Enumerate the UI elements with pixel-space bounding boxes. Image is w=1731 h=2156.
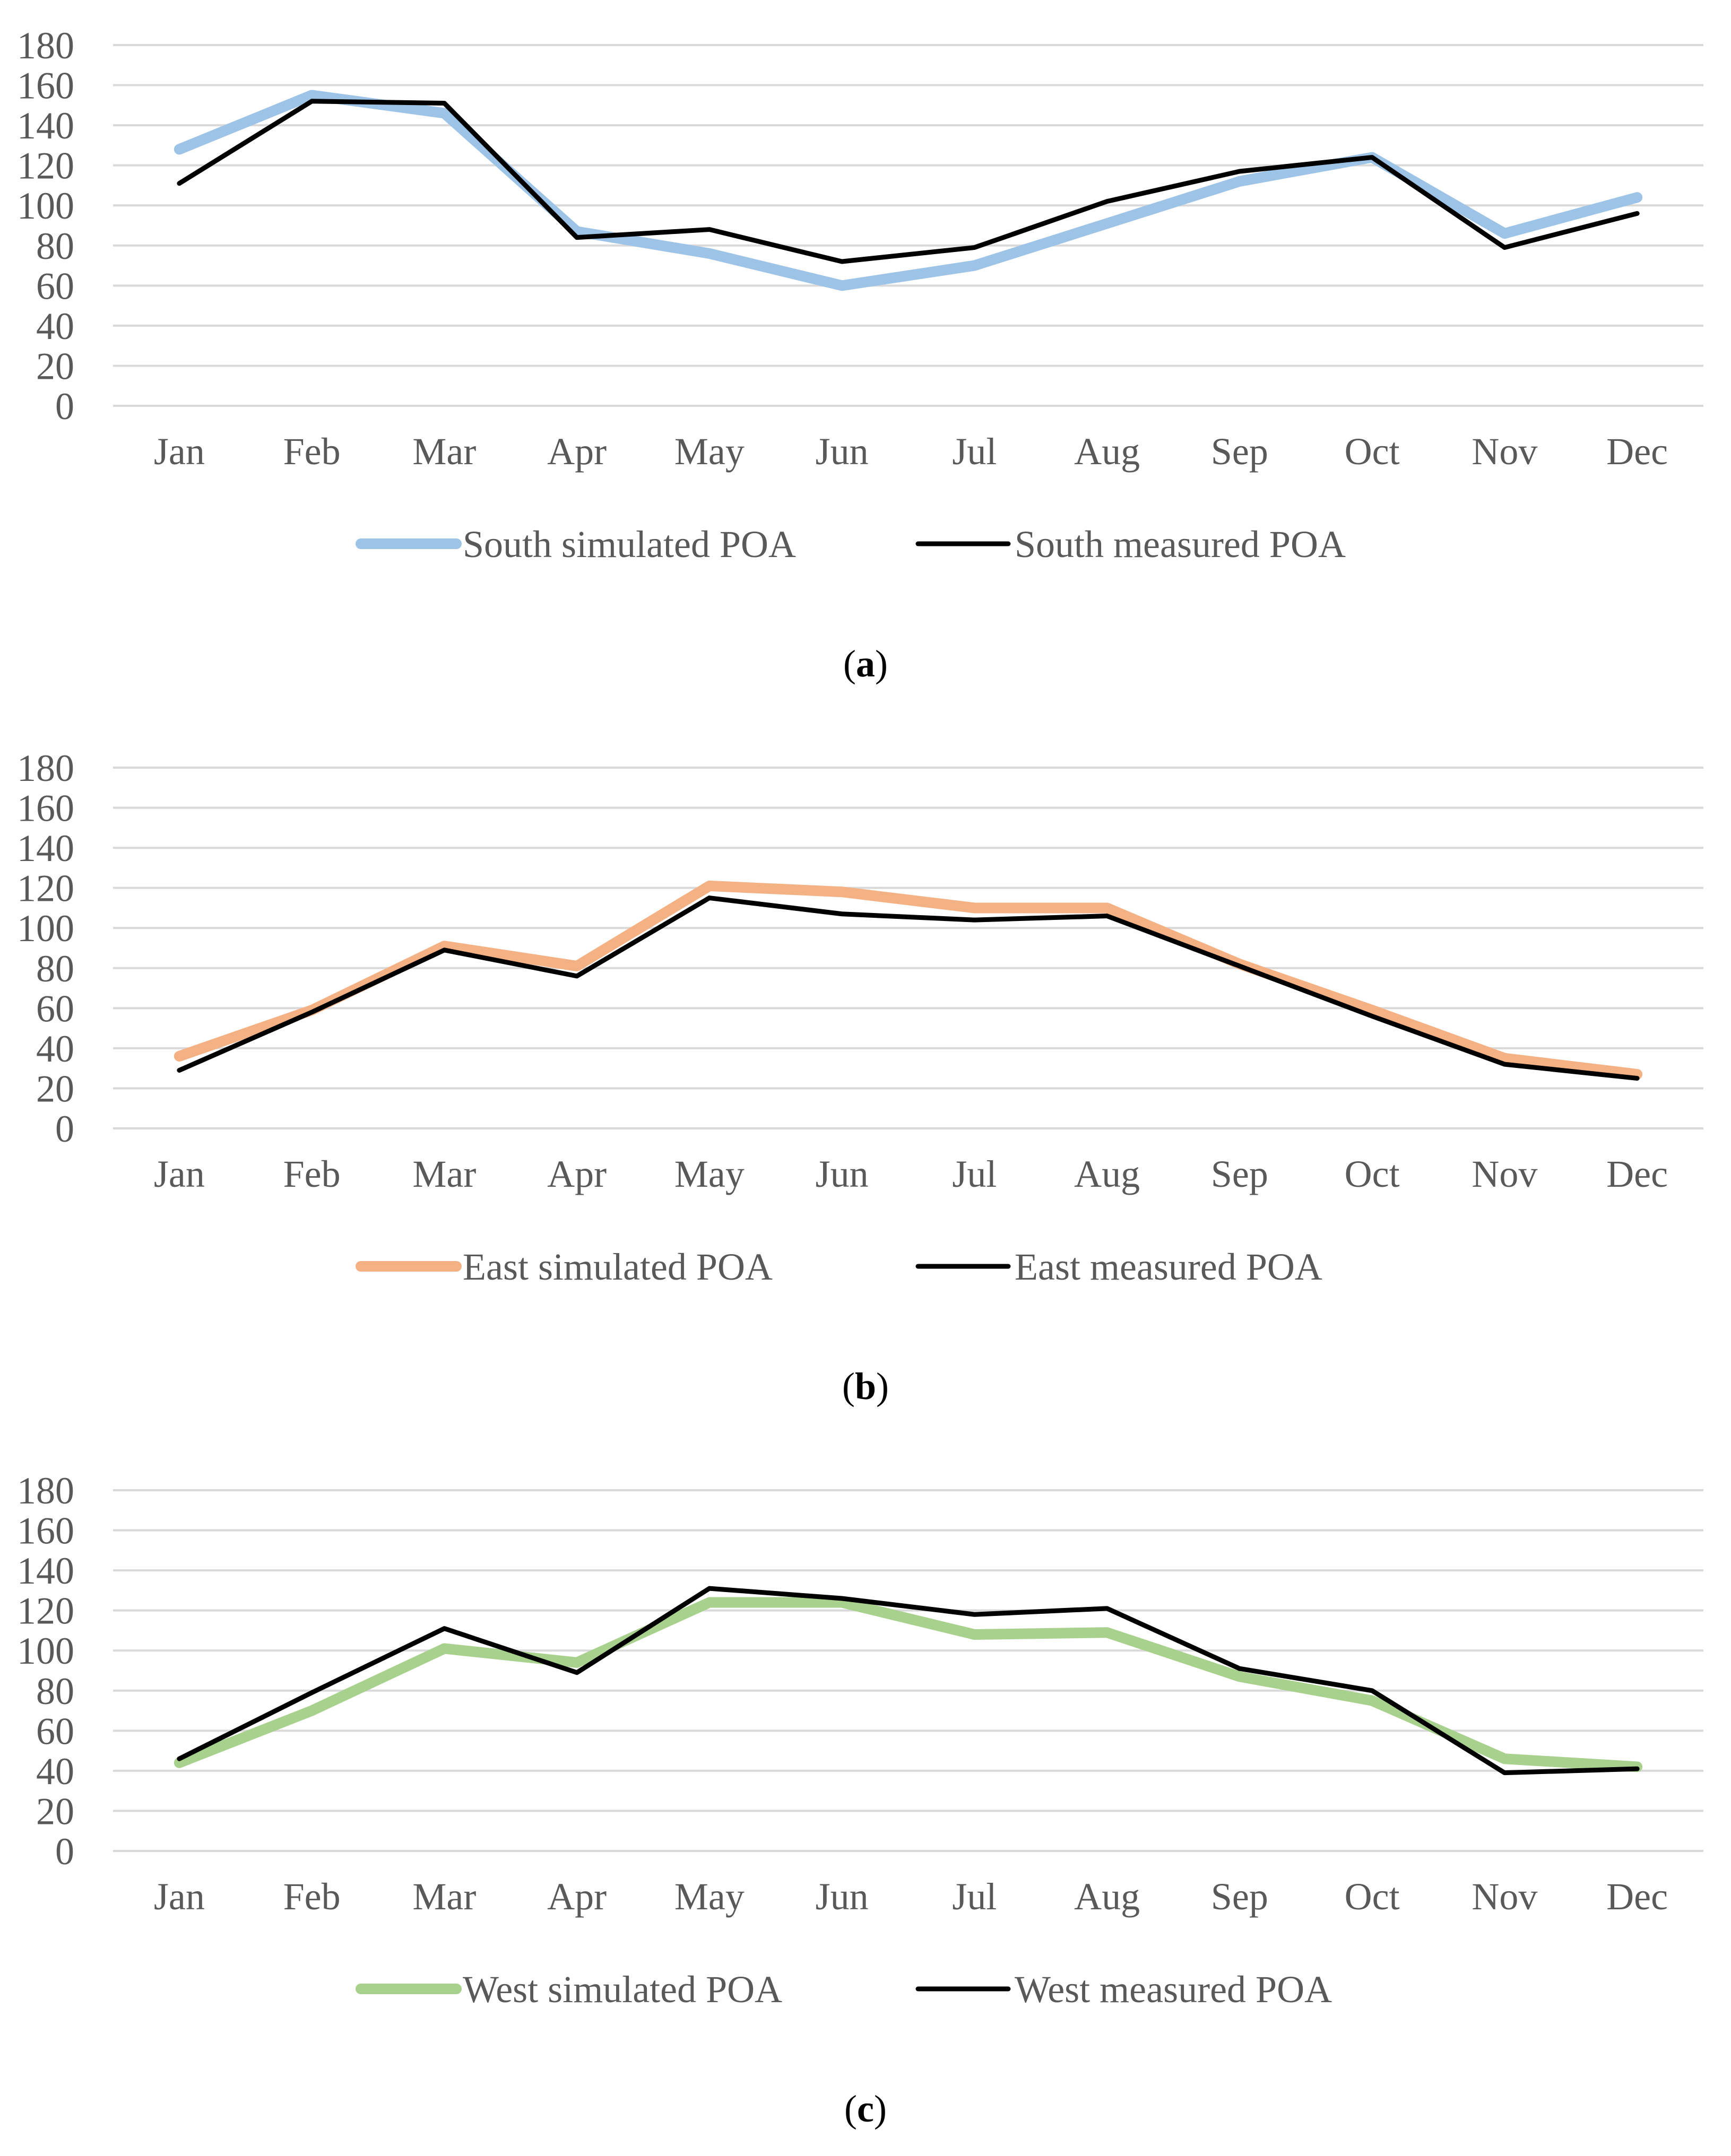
x-tick-label: May (674, 430, 745, 473)
x-tick-label: Oct (1345, 1153, 1400, 1195)
y-tick-label: 100 (17, 1630, 74, 1672)
panel-caption: (c) (844, 2088, 887, 2130)
x-tick-label: Aug (1074, 1153, 1140, 1195)
y-tick-label: 0 (55, 1830, 74, 1873)
x-tick-label: May (674, 1153, 745, 1195)
x-tick-label: May (674, 1875, 745, 1918)
y-tick-label: 180 (17, 747, 74, 789)
y-tick-label: 180 (17, 24, 74, 67)
y-tick-label: 140 (17, 827, 74, 870)
y-tick-label: 80 (36, 947, 74, 990)
x-tick-label: Dec (1606, 1875, 1668, 1918)
x-tick-label: Jun (816, 430, 869, 473)
legend-label: West simulated POA (463, 1968, 782, 2011)
y-tick-label: 100 (17, 907, 74, 950)
x-tick-label: Jun (816, 1875, 869, 1918)
legend-label: South simulated POA (463, 523, 796, 566)
x-tick-label: Jan (154, 430, 205, 473)
panel-caption: (b) (842, 1365, 889, 1407)
x-tick-label: Feb (283, 1875, 341, 1918)
y-tick-label: 160 (17, 65, 74, 107)
x-tick-label: Jan (154, 1153, 205, 1195)
y-tick-label: 140 (17, 105, 74, 147)
x-tick-label: Sep (1211, 1153, 1268, 1195)
x-tick-label: Oct (1345, 1875, 1400, 1918)
y-tick-label: 80 (36, 1670, 74, 1712)
y-tick-label: 60 (36, 1710, 74, 1752)
x-tick-label: Feb (283, 430, 341, 473)
x-tick-label: Nov (1472, 430, 1537, 473)
y-tick-label: 160 (17, 1510, 74, 1552)
series-line-simulated (174, 1597, 1643, 1772)
y-tick-label: 0 (55, 385, 74, 428)
x-tick-label: Jul (952, 430, 997, 473)
y-tick-label: 40 (36, 305, 74, 347)
x-tick-label: Apr (547, 1875, 607, 1918)
y-tick-label: 20 (36, 1790, 74, 1832)
panel-caption: (a) (843, 642, 888, 685)
y-tick-label: 40 (36, 1750, 74, 1793)
x-tick-label: Dec (1606, 430, 1668, 473)
y-tick-label: 120 (17, 867, 74, 910)
y-tick-label: 120 (17, 145, 74, 187)
legend-label: West measured POA (1015, 1968, 1332, 2011)
y-tick-label: 160 (17, 787, 74, 830)
x-tick-label: Nov (1472, 1875, 1537, 1918)
series-line-measured (177, 1586, 1640, 1776)
y-tick-label: 180 (17, 1470, 74, 1512)
legend-label: East measured POA (1015, 1246, 1322, 1288)
x-tick-label: Feb (283, 1153, 341, 1195)
x-tick-label: Aug (1074, 1875, 1140, 1918)
x-tick-label: Mar (412, 430, 476, 473)
y-tick-label: 20 (36, 1067, 74, 1110)
y-tick-label: 60 (36, 265, 74, 307)
y-tick-label: 100 (17, 185, 74, 227)
series-line-measured (177, 896, 1640, 1081)
x-tick-label: Jul (952, 1153, 997, 1195)
y-tick-label: 140 (17, 1550, 74, 1592)
x-tick-label: Jun (816, 1153, 869, 1195)
y-tick-label: 120 (17, 1590, 74, 1632)
x-tick-label: Mar (412, 1875, 476, 1918)
y-tick-label: 80 (36, 225, 74, 267)
x-tick-label: Mar (412, 1153, 476, 1195)
x-tick-label: Apr (547, 430, 607, 473)
x-tick-label: Nov (1472, 1153, 1537, 1195)
series-line-simulated (174, 880, 1643, 1080)
y-tick-label: 40 (36, 1028, 74, 1070)
legend-label: South measured POA (1015, 523, 1346, 566)
x-tick-label: Jul (952, 1875, 997, 1918)
y-tick-label: 20 (36, 345, 74, 387)
x-tick-label: Oct (1345, 430, 1400, 473)
y-tick-label: 60 (36, 987, 74, 1030)
x-tick-label: Apr (547, 1153, 607, 1195)
x-tick-label: Sep (1211, 1875, 1268, 1918)
x-tick-label: Dec (1606, 1153, 1668, 1195)
legend-label: East simulated POA (463, 1246, 773, 1288)
series-line-measured (177, 99, 1640, 264)
x-tick-label: Jan (154, 1875, 205, 1918)
x-tick-label: Aug (1074, 430, 1140, 473)
y-tick-label: 0 (55, 1108, 74, 1150)
x-tick-label: Sep (1211, 430, 1268, 473)
